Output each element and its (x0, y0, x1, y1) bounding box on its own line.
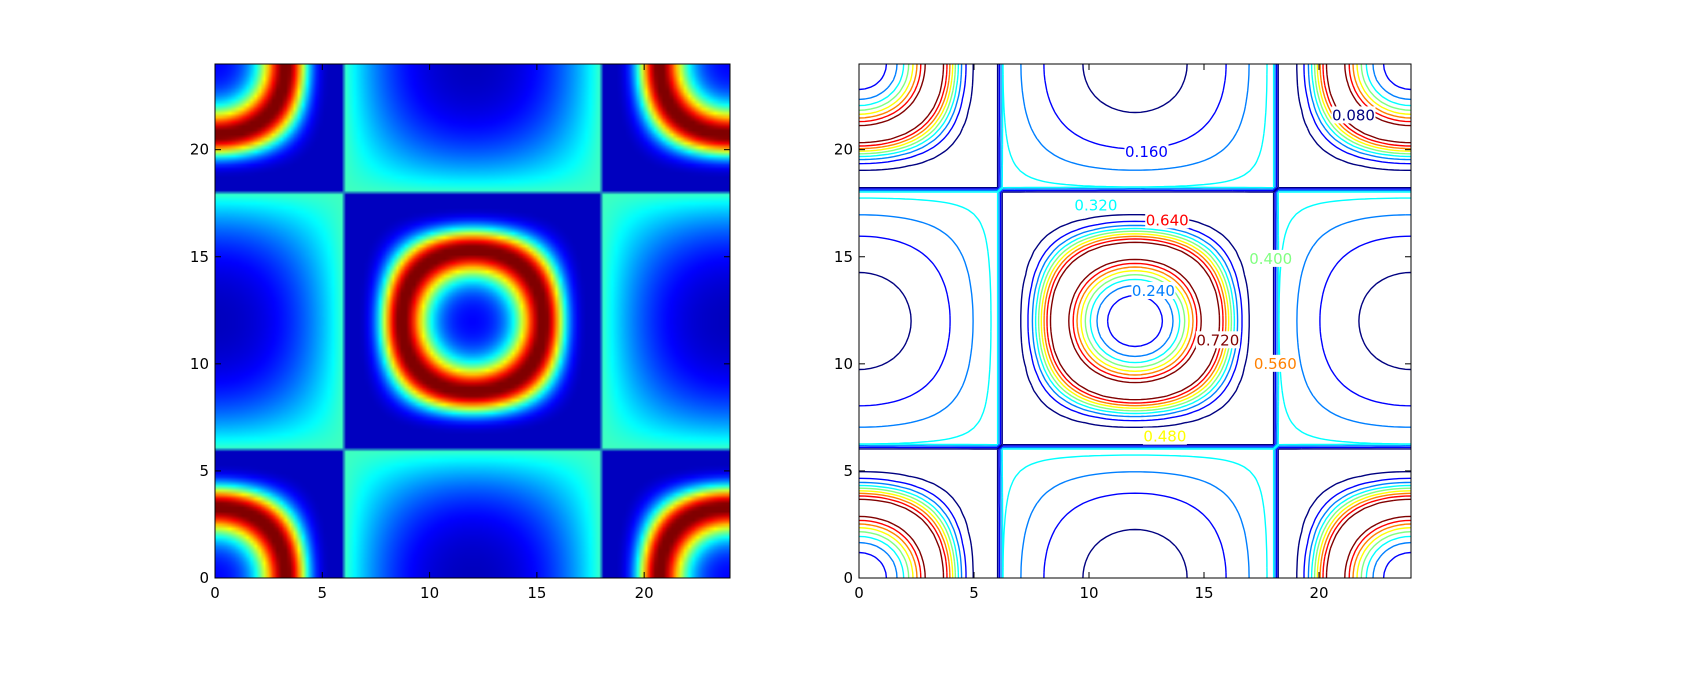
contour-label-bg (1142, 427, 1187, 445)
y-tick-label: 15 (190, 248, 209, 266)
contour-line-0.400 (859, 64, 1411, 578)
y-tick-label: 10 (190, 355, 209, 373)
contour-label-bg (1195, 331, 1240, 349)
y-tick-label: 0 (843, 569, 853, 587)
x-tick-label: 0 (854, 584, 864, 602)
contour-label-0.480: 0.480 (1143, 428, 1186, 446)
contour-line-0.080 (859, 64, 1411, 578)
contour-label-0.080: 0.080 (1332, 106, 1375, 124)
contour-line-0.480 (859, 64, 1411, 578)
contour-label-0.560: 0.560 (1254, 355, 1297, 373)
contour-label-0.320: 0.320 (1074, 196, 1117, 214)
contour-label-bg (1248, 249, 1293, 267)
contour-line-0.320 (859, 64, 1411, 578)
contour-line-0.160 (859, 64, 1411, 578)
contour-panel: 0.080 0.160 0.240 0.320 0.400 0.480 0.560 0.640… (834, 63, 1412, 602)
contour-label-bg (1253, 354, 1298, 372)
contour-line-0.720 (859, 64, 1411, 578)
contour-label-bg (1124, 142, 1169, 160)
contour-line-0.560 (859, 64, 1411, 578)
contour-label-bg (1131, 282, 1176, 300)
x-tick-label: 0 (210, 584, 220, 602)
contour-label-bg (1331, 106, 1376, 124)
contour-label-bg (1145, 211, 1190, 229)
contour-line-0.240 (859, 64, 1411, 578)
x-tick-label: 5 (318, 584, 328, 602)
x-tick-label: 20 (1309, 584, 1328, 602)
contour-label-0.720: 0.720 (1196, 331, 1239, 349)
x-tick-label: 10 (1079, 584, 1098, 602)
axes-frame (214, 63, 731, 579)
y-tick-label: 5 (843, 462, 853, 480)
contour-label-bg (1073, 196, 1118, 214)
y-tick-label: 20 (190, 141, 209, 159)
contour-label-0.640: 0.640 (1146, 211, 1189, 229)
x-tick-label: 20 (635, 584, 654, 602)
contour-label-0.240: 0.240 (1132, 282, 1175, 300)
axes-frame (858, 63, 1412, 579)
contour-label-0.400: 0.400 (1249, 250, 1292, 268)
heatmap-image (215, 64, 730, 578)
contour-line-0.640 (859, 64, 1411, 578)
heatmap-panel: 0 5 10 15 20 0 5 10 15 20 (190, 63, 731, 602)
y-tick-label: 10 (834, 355, 853, 373)
x-tick-label: 10 (420, 584, 439, 602)
x-tick-label: 15 (527, 584, 546, 602)
x-tick-label: 5 (969, 584, 979, 602)
x-tick-label: 15 (1194, 584, 1213, 602)
contour-label-0.160: 0.160 (1125, 143, 1168, 161)
y-tick-label: 20 (834, 141, 853, 159)
y-tick-label: 15 (834, 248, 853, 266)
y-tick-label: 5 (199, 462, 209, 480)
y-tick-label: 0 (199, 569, 209, 587)
